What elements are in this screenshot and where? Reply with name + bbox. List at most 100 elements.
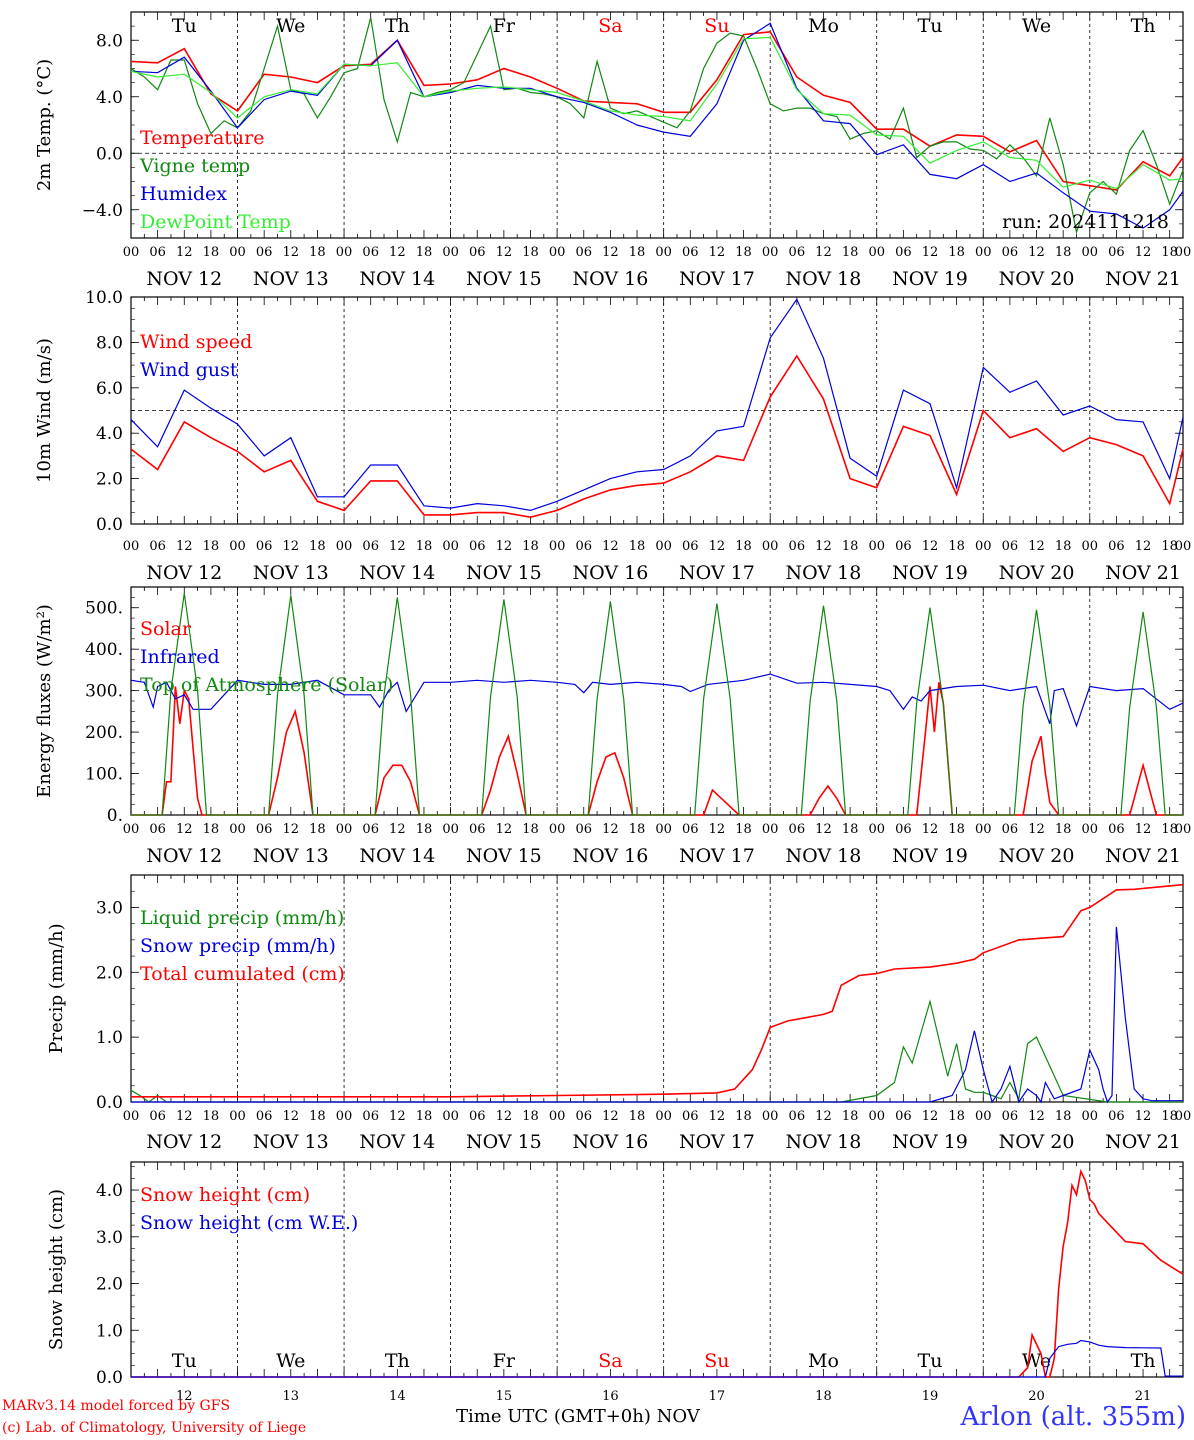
hour-label: 06 bbox=[789, 1109, 806, 1124]
hour-label: 18 bbox=[629, 1109, 646, 1124]
date-label: NOV 13 bbox=[253, 562, 329, 584]
hour-label: 06 bbox=[1002, 539, 1019, 554]
hour-label: 06 bbox=[1108, 1109, 1125, 1124]
hour-label: 06 bbox=[469, 245, 486, 260]
date-label: NOV 12 bbox=[146, 1131, 222, 1153]
hour-label: 00 bbox=[442, 822, 459, 837]
hour-label: 12 bbox=[283, 1109, 300, 1124]
legend-entry: Snow height (cm) bbox=[140, 1184, 310, 1206]
hour-label: 18 bbox=[309, 1109, 326, 1124]
date-label: NOV 20 bbox=[999, 562, 1075, 584]
hour-label: 18 bbox=[948, 245, 965, 260]
hour-label: 12 bbox=[176, 245, 193, 260]
weekday-label: Su bbox=[704, 15, 729, 37]
y-tick-label: 4.0 bbox=[96, 88, 123, 108]
hour-label: 00 bbox=[229, 245, 246, 260]
weekday-label: Su bbox=[704, 1350, 729, 1372]
hour-label: 06 bbox=[895, 1109, 912, 1124]
hour-label: 00 bbox=[975, 539, 992, 554]
hour-label: 12 bbox=[389, 245, 406, 260]
y-tick-label: 0.0 bbox=[96, 1093, 123, 1113]
series-line-snow-height-cm-w-e- bbox=[131, 1339, 1183, 1378]
hour-label: 18 bbox=[309, 822, 326, 837]
hour-label: 00 bbox=[975, 822, 992, 837]
hour-label: 00 bbox=[229, 822, 246, 837]
hour-label: 06 bbox=[895, 245, 912, 260]
hour-label: 12 bbox=[922, 539, 939, 554]
hour-label: 12 bbox=[1135, 822, 1152, 837]
y-axis-label: Snow height (cm) bbox=[46, 1189, 67, 1350]
date-label: NOV 17 bbox=[679, 562, 755, 584]
hour-label: 06 bbox=[895, 539, 912, 554]
weekday-label: Fr bbox=[493, 15, 516, 37]
date-label: NOV 18 bbox=[786, 268, 862, 290]
date-label: 12 bbox=[176, 1389, 193, 1404]
hour-label: 00 bbox=[336, 539, 353, 554]
hour-label: 06 bbox=[362, 1109, 379, 1124]
hour-label: 12 bbox=[602, 1109, 619, 1124]
series-line-liquid-precip-mm-h- bbox=[130, 999, 1183, 1103]
hour-label: 12 bbox=[389, 1109, 406, 1124]
hour-label: 12 bbox=[1135, 1109, 1152, 1124]
y-tick-label: 8.0 bbox=[96, 31, 123, 51]
time-axis-label: Time UTC (GMT+0h) NOV bbox=[456, 1406, 700, 1427]
hour-label: 00 bbox=[1175, 539, 1192, 554]
hour-label: 18 bbox=[842, 1109, 859, 1124]
legend-entry: Vigne temp bbox=[139, 155, 250, 177]
weekday-label: Fr bbox=[493, 1350, 516, 1372]
date-label: NOV 16 bbox=[572, 268, 648, 290]
weekday-label: Tu bbox=[918, 15, 943, 37]
date-label: NOV 15 bbox=[466, 268, 542, 290]
hour-label: 12 bbox=[176, 1109, 193, 1124]
hour-label: 00 bbox=[229, 539, 246, 554]
series-line-humidex bbox=[130, 22, 1184, 229]
hour-label: 12 bbox=[922, 245, 939, 260]
hour-label: 18 bbox=[842, 245, 859, 260]
hour-label: 00 bbox=[655, 1109, 672, 1124]
hour-label: 00 bbox=[655, 822, 672, 837]
date-label: NOV 19 bbox=[892, 268, 968, 290]
date-label: NOV 15 bbox=[466, 562, 542, 584]
date-label: NOV 17 bbox=[679, 1131, 755, 1153]
hour-label: 18 bbox=[1055, 822, 1072, 837]
hour-label: 00 bbox=[868, 245, 885, 260]
legend-entry: Snow height (cm W.E.) bbox=[140, 1212, 358, 1234]
hour-label: 18 bbox=[842, 822, 859, 837]
hour-label: 06 bbox=[682, 822, 699, 837]
hour-label: 06 bbox=[575, 245, 592, 260]
hour-label: 18 bbox=[629, 539, 646, 554]
hour-label: 00 bbox=[336, 245, 353, 260]
hour-label: 00 bbox=[549, 539, 566, 554]
hour-label: 00 bbox=[762, 1109, 779, 1124]
date-label: NOV 12 bbox=[146, 268, 222, 290]
hour-label: 00 bbox=[762, 245, 779, 260]
weekday-label: Th bbox=[1131, 1350, 1156, 1372]
legend-entry: Humidex bbox=[140, 183, 227, 205]
hour-label: 00 bbox=[123, 1109, 140, 1124]
hour-label: 18 bbox=[948, 539, 965, 554]
date-label: NOV 13 bbox=[253, 845, 329, 867]
hour-label: 12 bbox=[1135, 245, 1152, 260]
date-label: NOV 16 bbox=[572, 1131, 648, 1153]
station-name: Arlon (alt. 355m) bbox=[960, 1402, 1186, 1432]
y-tick-label: 0. bbox=[107, 806, 123, 826]
hour-label: 00 bbox=[1175, 822, 1192, 837]
hour-label: 06 bbox=[789, 245, 806, 260]
hour-label: 18 bbox=[416, 1109, 433, 1124]
hour-label: 06 bbox=[1002, 822, 1019, 837]
legend-entry: Solar bbox=[140, 618, 192, 640]
hour-label: 06 bbox=[256, 1109, 273, 1124]
hour-label: 00 bbox=[123, 539, 140, 554]
y-tick-label: 300. bbox=[85, 682, 123, 702]
weekday-label: Mo bbox=[808, 1350, 839, 1372]
hour-label: 18 bbox=[203, 822, 220, 837]
hour-label: 18 bbox=[629, 245, 646, 260]
hour-label: 06 bbox=[362, 822, 379, 837]
hour-label: 06 bbox=[789, 822, 806, 837]
hour-label: 06 bbox=[1108, 245, 1125, 260]
hour-label: 18 bbox=[1055, 245, 1072, 260]
date-label: NOV 21 bbox=[1105, 562, 1181, 584]
y-tick-label: 100. bbox=[85, 765, 123, 785]
y-tick-label: 4.0 bbox=[96, 424, 123, 444]
y-tick-label: 400. bbox=[85, 640, 123, 660]
